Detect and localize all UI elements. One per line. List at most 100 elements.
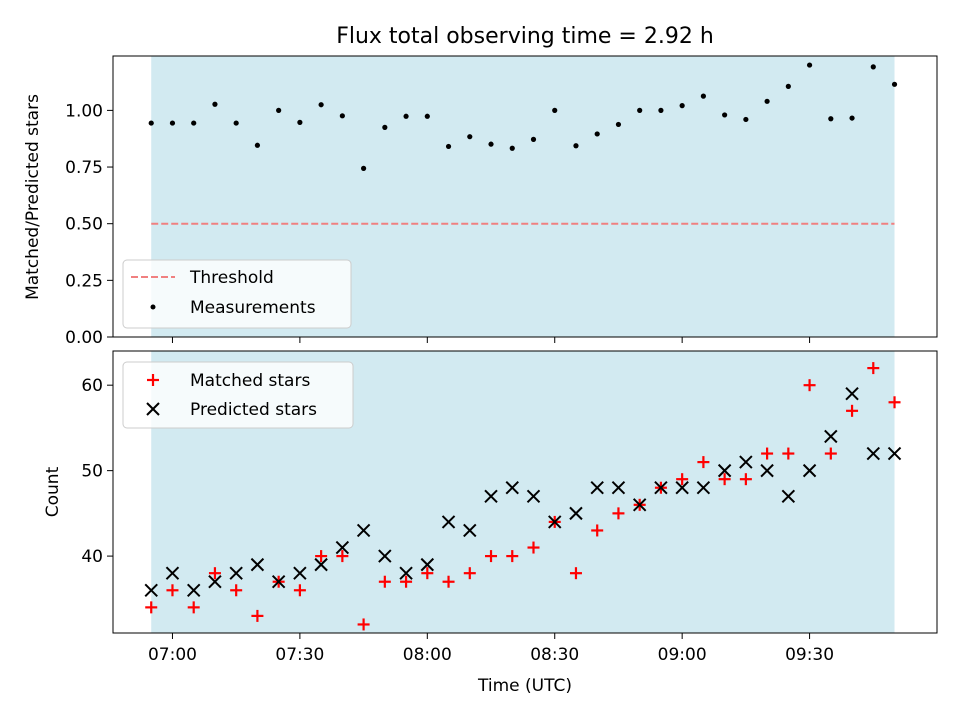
predicted-star-stroke-b [335,540,350,555]
predicted-star-point [824,429,838,444]
predicted-star-stroke-b [675,481,689,495]
matched-star-point [612,507,625,520]
time-x-label: Time (UTC) [477,676,572,696]
predicted-star-stroke-b [548,515,562,529]
predicted-star-point [887,446,902,461]
measurement-point [403,113,409,119]
predicted-star-point [208,575,222,589]
matched-star-point [293,584,306,597]
predicted-star-point [526,489,541,503]
measurement-point [700,93,706,99]
predicted-star-stroke-b [229,566,243,580]
measurement-point [764,98,770,104]
predicted-star-stroke-b [654,481,668,495]
time-x-tick-label: 07:30 [275,645,324,665]
predicted-star-point [675,481,689,495]
measurement-point [530,136,537,142]
chart-title: Flux total observing time = 2.92 h [336,24,714,49]
predicted-star-stroke-b [526,489,541,503]
predicted-star-stroke-b [781,489,796,503]
ratio-legend-box [122,259,352,329]
measurement-point [445,143,452,150]
predicted-star-stroke-b [378,549,392,563]
count-y-tick-label: 40 [81,547,103,567]
measurement-point [488,141,494,147]
measurement-point [552,107,558,113]
predicted-star-point [548,515,562,529]
predicted-star-stroke-b [441,515,456,529]
predicted-star-point [250,557,265,572]
predicted-star-point [229,566,243,580]
predicted-star-stroke-b [314,557,328,572]
predicted-star-stroke-b [696,481,711,495]
matched-star-point [824,447,837,460]
count-legend: Matched stars Predicted stars [122,361,354,429]
measurement-point [806,62,813,68]
predicted-star-stroke-b [420,557,435,572]
measurement-points [148,62,898,171]
predicted-star-point [866,446,880,461]
time-x-tick-label: 09:00 [658,645,707,665]
predicted-star-stroke-b [845,387,859,401]
predicted-star-points [144,387,902,597]
matched-star-point [569,567,582,580]
measurement-point [743,116,749,123]
matched-star-point [888,396,901,409]
predicted-legend-swatch [146,402,160,416]
measurement-point [594,131,600,137]
predicted-star-stroke-b [165,566,180,580]
time-x-tick-label: 08:30 [530,645,579,665]
matched-star-point [846,404,859,417]
ratio-y-axis: 0.00 0.25 0.50 0.75 1.00 [65,101,113,348]
measurement-point [339,113,345,119]
matched-star-point [527,541,540,554]
ratio-y-tick-label: 0.25 [65,271,103,291]
matched-star-point [506,550,519,563]
ratio-panel: 0.00 0.25 0.50 0.75 1.00 Flux total observin… [23,24,938,348]
predicted-star-stroke-b [590,481,604,495]
matched-star-point [739,473,752,486]
ratio-plot-frame [112,55,938,338]
predicted-star-stroke-b [484,489,498,503]
measurement-point [722,112,728,118]
measurement-point [233,120,239,126]
measurement-point [254,142,261,148]
predicted-star-stroke-b [505,481,519,495]
matched-star-point [421,567,434,580]
count-y-tick-label: 60 [81,376,103,396]
predicted-star-point [569,506,583,521]
matched-star-point [463,567,476,580]
measurement-point [891,81,898,87]
ratio-y-tick-label: 0.75 [65,158,103,178]
predicted-star-stroke-b [356,523,371,538]
count-y-axis: 40 50 60 [81,376,113,567]
predicted-star-point [314,557,328,572]
predicted-star-point [845,387,859,401]
predicted-star-point [696,481,711,495]
predicted-star-point [399,566,413,580]
matched-star-point [867,362,880,375]
threshold-legend-label: Threshold [189,268,274,288]
matched-star-point [357,618,370,631]
predicted-star-point [186,583,201,597]
predicted-star-point [420,557,435,572]
matched-star-point [803,379,816,392]
measurement-point [828,116,834,122]
predicted-star-point [802,463,817,478]
predicted-star-point [611,481,626,495]
measurement-point [148,120,154,126]
count-plot-frame [112,350,938,634]
ratio-y-tick-label: 0.50 [65,215,103,235]
matched-star-point [145,601,158,614]
predicted-star-point [378,549,392,563]
measurement-point [424,113,430,119]
measurement-point [297,119,303,125]
matched-star-point [485,550,498,563]
predicted-star-stroke-b [824,429,838,444]
predicted-star-stroke-b [144,583,158,597]
predicted-star-point [717,463,732,478]
time-x-tick-label: 09:30 [785,645,834,665]
measurement-point [509,145,515,151]
predicted-star-point [293,566,307,580]
